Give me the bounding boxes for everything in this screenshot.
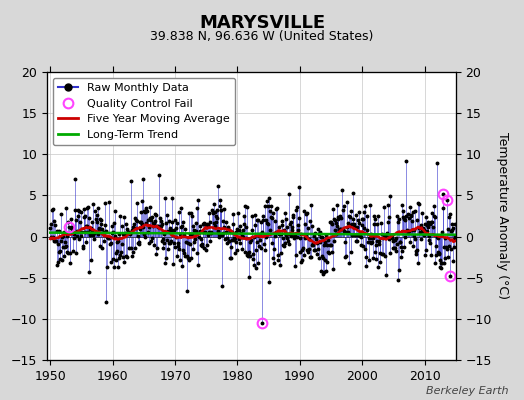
Text: 39.838 N, 96.636 W (United States): 39.838 N, 96.636 W (United States) (150, 30, 374, 43)
Legend: Raw Monthly Data, Quality Control Fail, Five Year Moving Average, Long-Term Tren: Raw Monthly Data, Quality Control Fail, … (53, 78, 235, 145)
Text: Berkeley Earth: Berkeley Earth (426, 386, 508, 396)
Y-axis label: Temperature Anomaly (°C): Temperature Anomaly (°C) (496, 132, 509, 300)
Text: MARYSVILLE: MARYSVILLE (199, 14, 325, 32)
